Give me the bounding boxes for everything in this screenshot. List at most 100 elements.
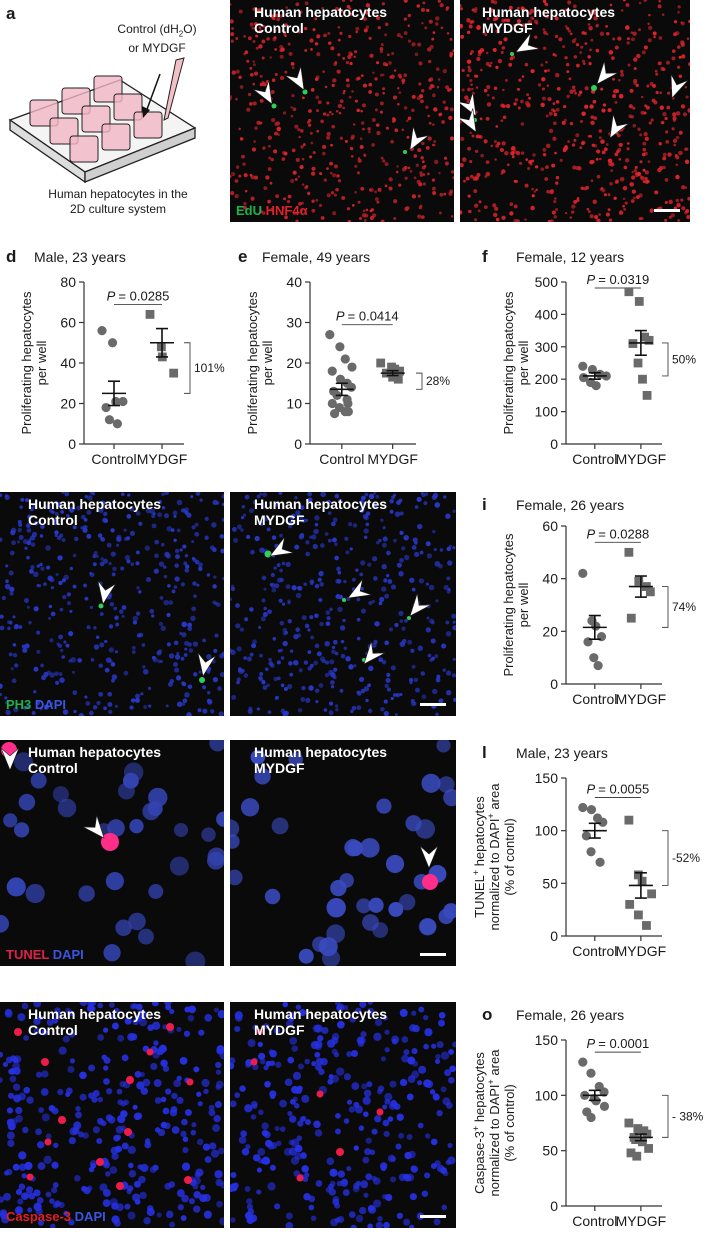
nucleus [339, 136, 344, 140]
nucleus [380, 518, 384, 523]
nucleus [10, 1118, 18, 1126]
nucleus [147, 686, 152, 690]
nucleus [219, 1217, 224, 1226]
nucleus [263, 186, 268, 191]
nucleus [219, 1052, 224, 1060]
nucleus [384, 683, 389, 688]
nucleus [314, 1051, 321, 1058]
nucleus [610, 169, 614, 173]
nucleus [203, 1088, 209, 1095]
nucleus [132, 615, 139, 622]
nucleus [109, 1002, 115, 1008]
nucleus [0, 493, 3, 498]
nucleus [198, 1029, 205, 1036]
nucleus [270, 207, 275, 212]
y-axis-label: Proliferating hepatocytes [19, 291, 34, 435]
nucleus [105, 872, 124, 891]
nucleus [681, 54, 686, 59]
nucleus [336, 1004, 343, 1012]
change-label: 74% [672, 600, 696, 614]
nucleus [379, 101, 384, 106]
nucleus [612, 77, 615, 81]
nucleus [304, 1058, 310, 1065]
nucleus [445, 631, 452, 637]
nucleus [423, 164, 427, 168]
nucleus [243, 205, 247, 210]
panel-o-letter: o [482, 1005, 492, 1024]
nucleus [467, 146, 472, 151]
y-tick-label: 20 [542, 623, 558, 639]
nucleus [392, 95, 398, 100]
nucleus [104, 667, 110, 673]
nucleus [274, 72, 278, 77]
nucleus [385, 126, 389, 130]
nucleus [258, 520, 264, 526]
positive-cell [186, 1078, 194, 1086]
control-data-point [581, 831, 591, 841]
nucleus [346, 4, 351, 9]
nucleus [450, 215, 454, 218]
nucleus [553, 112, 558, 117]
y-tick-label: 60 [542, 518, 558, 534]
nucleus [552, 109, 556, 113]
nucleus [356, 597, 361, 602]
p-value-label: P = 0.0414 [336, 309, 399, 324]
nucleus [488, 64, 492, 68]
nucleus [646, 84, 650, 88]
nucleus [8, 652, 13, 657]
nucleus [399, 692, 403, 697]
nucleus [300, 145, 304, 149]
nucleus [211, 522, 217, 528]
nucleus [187, 622, 193, 628]
chart-i: i Female, 26 years 0 20 40 60 Proliferating he… [476, 494, 723, 726]
nucleus [362, 103, 366, 108]
nucleus [373, 1199, 382, 1208]
change-bracket [662, 1094, 669, 1138]
nucleus [238, 75, 242, 80]
nucleus [363, 1089, 372, 1098]
nucleus [67, 1010, 74, 1017]
nucleus [368, 130, 371, 134]
nucleus [667, 152, 672, 157]
control-data-point [335, 342, 345, 352]
nucleus [263, 1131, 271, 1139]
nucleus [314, 613, 319, 618]
nucleus [144, 1138, 151, 1144]
nucleus [340, 639, 345, 644]
nucleus [213, 1007, 219, 1013]
nucleus [176, 1026, 182, 1032]
nucleus [279, 620, 285, 626]
nucleus [295, 2, 300, 7]
nucleus [632, 123, 637, 128]
nucleus [346, 207, 351, 211]
nucleus [235, 603, 240, 608]
nucleus [433, 140, 437, 143]
nucleus [221, 493, 224, 499]
nucleus [235, 623, 241, 629]
nucleus [398, 571, 404, 577]
micrograph-n-title1: Human hepatocytes [254, 1006, 388, 1022]
nucleus [492, 212, 498, 218]
chart-e-svg: e Female, 49 years010203040Proliferating … [238, 247, 450, 467]
control-data-point [346, 382, 357, 392]
nucleus [128, 912, 146, 931]
nucleus [326, 101, 330, 105]
nucleus [272, 37, 277, 42]
nucleus [283, 151, 288, 156]
nucleus [336, 174, 340, 178]
nucleus [99, 1183, 108, 1192]
nucleus [165, 704, 169, 708]
nucleus [381, 586, 387, 592]
nucleus [340, 653, 346, 659]
nucleus [295, 1004, 301, 1010]
nucleus [479, 117, 483, 121]
nucleus [469, 79, 473, 83]
nucleus [273, 29, 277, 32]
nucleus [555, 107, 560, 112]
nucleus [252, 500, 257, 505]
nucleus [291, 93, 295, 98]
nucleus [168, 600, 174, 605]
nucleus [183, 653, 188, 657]
mydgf-data-point [393, 374, 403, 384]
nucleus [394, 622, 399, 628]
